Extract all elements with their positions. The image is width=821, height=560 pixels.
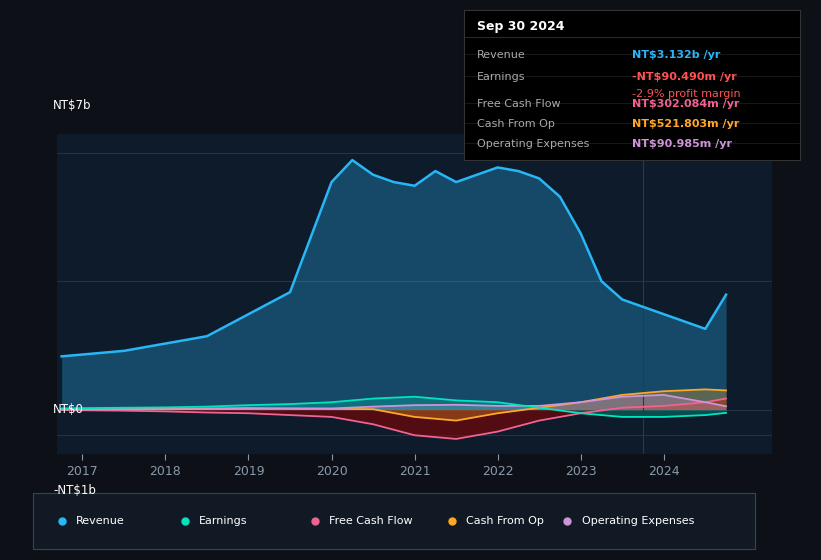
Text: Cash From Op: Cash From Op bbox=[466, 516, 544, 526]
Text: NT$7b: NT$7b bbox=[53, 99, 92, 112]
Text: Revenue: Revenue bbox=[477, 50, 526, 60]
Text: -NT$1b: -NT$1b bbox=[53, 484, 96, 497]
Text: Free Cash Flow: Free Cash Flow bbox=[477, 99, 561, 109]
Text: -2.9% profit margin: -2.9% profit margin bbox=[632, 89, 741, 99]
Text: NT$3.132b /yr: NT$3.132b /yr bbox=[632, 50, 721, 60]
Text: Earnings: Earnings bbox=[199, 516, 247, 526]
Text: Operating Expenses: Operating Expenses bbox=[582, 516, 695, 526]
Text: Sep 30 2024: Sep 30 2024 bbox=[477, 20, 565, 33]
Text: -NT$90.490m /yr: -NT$90.490m /yr bbox=[632, 72, 737, 82]
Text: NT$0: NT$0 bbox=[53, 403, 85, 416]
Text: NT$521.803m /yr: NT$521.803m /yr bbox=[632, 119, 740, 129]
Text: Operating Expenses: Operating Expenses bbox=[477, 139, 589, 150]
Text: Revenue: Revenue bbox=[76, 516, 125, 526]
Text: NT$90.985m /yr: NT$90.985m /yr bbox=[632, 139, 732, 150]
Text: Free Cash Flow: Free Cash Flow bbox=[329, 516, 413, 526]
Text: Earnings: Earnings bbox=[477, 72, 525, 82]
Text: Cash From Op: Cash From Op bbox=[477, 119, 555, 129]
Text: NT$302.084m /yr: NT$302.084m /yr bbox=[632, 99, 740, 109]
